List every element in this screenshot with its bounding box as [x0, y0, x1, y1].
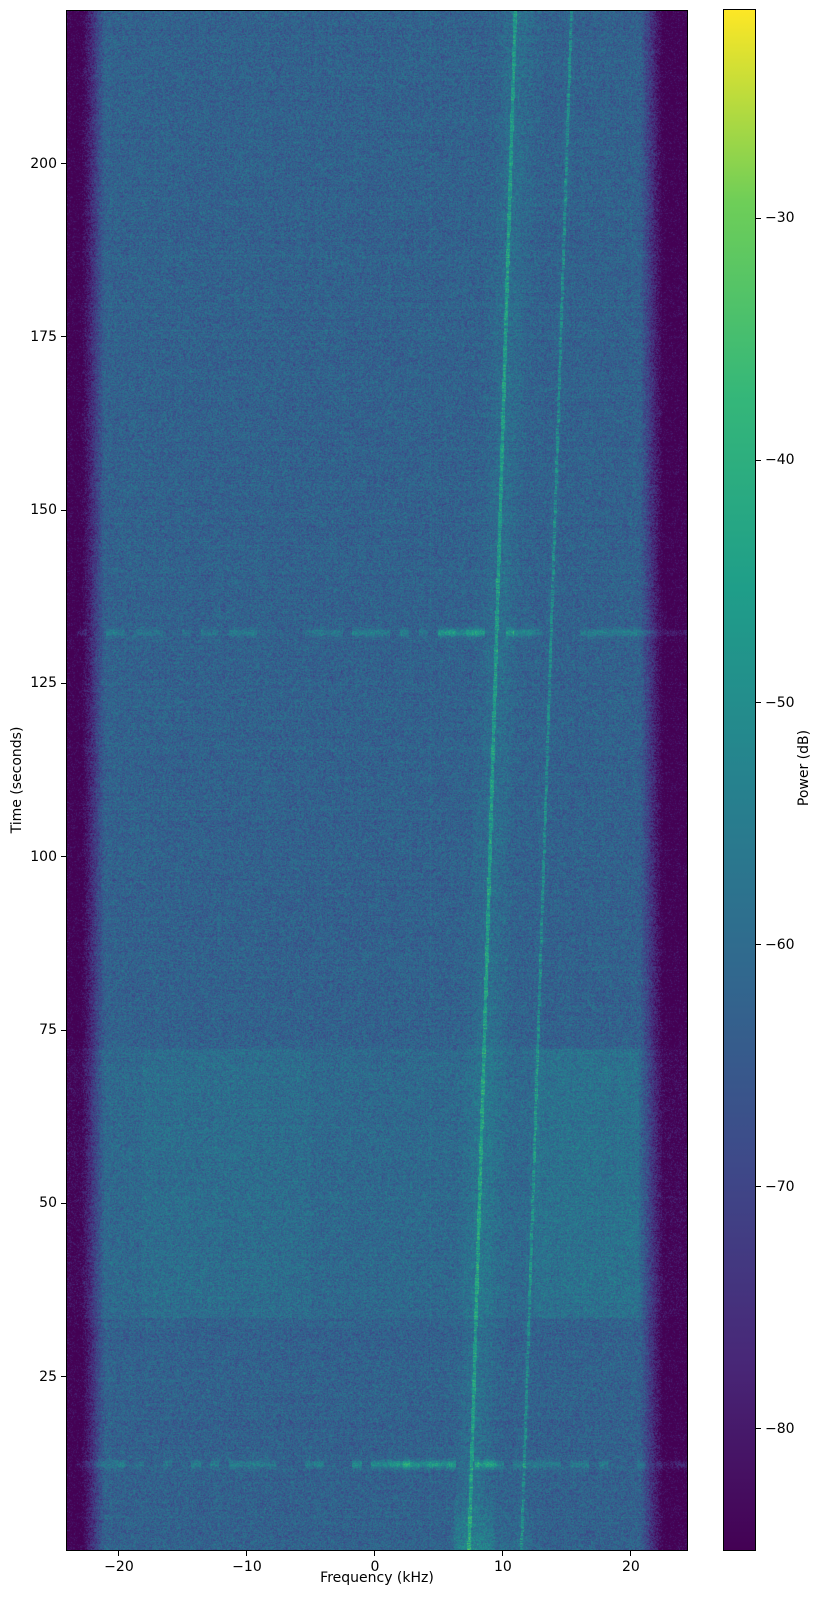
plot-area	[66, 10, 688, 1551]
colorbar-tick	[756, 459, 761, 461]
y-tick-label: 100	[30, 848, 57, 865]
colorbar-tick-label: −50	[765, 694, 795, 711]
y-tick	[61, 1202, 66, 1204]
y-tick	[61, 682, 66, 684]
colorbar-tick-label: −60	[765, 936, 795, 953]
colorbar-tick-label: −40	[765, 452, 795, 469]
x-tick	[374, 1551, 376, 1556]
x-tick	[246, 1551, 248, 1556]
y-tick-label: 175	[30, 328, 57, 345]
colorbar-tick	[756, 944, 761, 946]
x-tick-label: 0	[370, 1559, 380, 1575]
y-tick	[61, 509, 66, 511]
colorbar	[723, 9, 756, 1551]
y-tick	[61, 1376, 66, 1378]
y-tick	[61, 336, 66, 338]
y-tick	[61, 1029, 66, 1031]
x-tick	[118, 1551, 120, 1556]
y-tick-label: 150	[30, 502, 57, 519]
x-tick-label: 10	[494, 1559, 512, 1575]
colorbar-tick	[756, 1428, 761, 1430]
colorbar-tick-label: −70	[765, 1178, 795, 1195]
y-tick-label: 75	[39, 1022, 57, 1039]
colorbar-tick	[756, 1186, 761, 1188]
x-tick-label: −10	[232, 1559, 262, 1575]
y-axis-label: Time (seconds)	[9, 726, 25, 834]
y-tick	[61, 856, 66, 858]
colorbar-label: Power (dB)	[796, 729, 812, 807]
x-tick	[502, 1551, 504, 1556]
y-tick-label: 200	[30, 155, 57, 172]
x-tick-label: 20	[622, 1559, 640, 1575]
y-tick-label: 50	[39, 1195, 57, 1212]
colorbar-tick	[756, 702, 761, 704]
y-tick-label: 125	[30, 675, 57, 692]
x-tick	[630, 1551, 632, 1556]
x-axis-label: Frequency (kHz)	[320, 1570, 434, 1586]
spectrogram-canvas	[67, 11, 687, 1550]
y-tick-label: 25	[39, 1368, 57, 1385]
x-tick-label: −20	[104, 1559, 134, 1575]
colorbar-tick	[756, 217, 761, 219]
colorbar-tick-label: −80	[765, 1420, 795, 1437]
y-tick	[61, 163, 66, 164]
colorbar-tick-label: −30	[765, 210, 795, 227]
colorbar-gradient	[724, 10, 755, 1550]
